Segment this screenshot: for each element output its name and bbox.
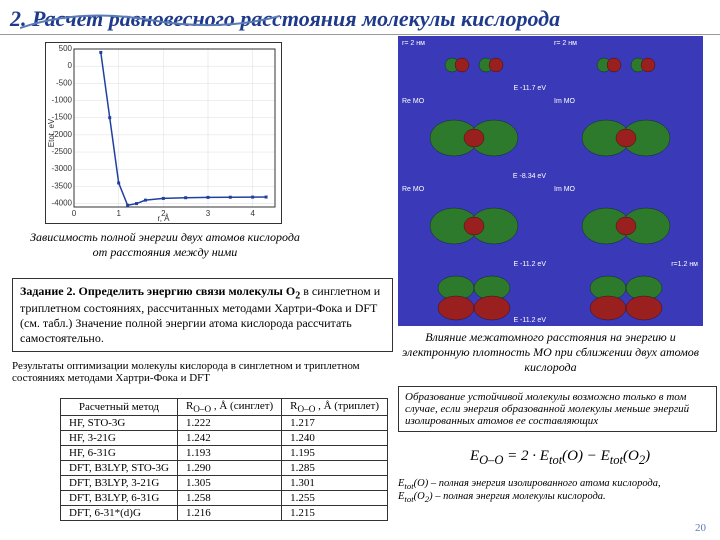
- svg-text:1: 1: [116, 209, 121, 218]
- mo-caption: Влияние межатомного расстояния на энерги…: [398, 330, 703, 375]
- svg-text:E -11.7 eV: E -11.7 eV: [513, 85, 546, 92]
- table-row: HF, 3-21G1.2421.240: [61, 431, 388, 446]
- svg-text:-500: -500: [56, 78, 73, 87]
- energy-chart: 5000-500-1000-1500-2000-2500-3000-3500-4…: [45, 42, 282, 224]
- table-row: HF, 6-31G1.1931.195: [61, 446, 388, 461]
- svg-text:-3000: -3000: [52, 164, 73, 173]
- svg-text:Re MO: Re MO: [402, 98, 425, 105]
- orbital-cell: [550, 270, 702, 326]
- svg-text:Etot, eV: Etot, eV: [47, 118, 56, 147]
- svg-text:r= 2 нм: r= 2 нм: [554, 40, 577, 47]
- svg-text:E -11.2 eV: E -11.2 eV: [513, 261, 546, 268]
- task-box: Задание 2. Определить энергию связи моле…: [12, 278, 393, 352]
- page-number: 20: [695, 522, 706, 534]
- svg-text:E -8.34 eV: E -8.34 eV: [513, 173, 546, 180]
- svg-text:r= 2 нм: r= 2 нм: [402, 40, 425, 47]
- table-row: DFT, B3LYP, STO-3G1.2901.285: [61, 461, 388, 476]
- orbital-panel: r= 2 нм E -11.7 eV r= 2 нм Re MO E -8.34 eV I…: [398, 36, 703, 326]
- svg-text:0: 0: [68, 61, 73, 70]
- table-header: RO–O , Å (синглет): [177, 399, 281, 416]
- table-row: DFT, B3LYP, 3-21G1.3051.301: [61, 476, 388, 491]
- svg-text:3: 3: [206, 209, 211, 218]
- orbital-cell: Im MO r=1.2 нм: [550, 182, 702, 270]
- svg-text:4: 4: [250, 209, 255, 218]
- decorative-curve: [20, 6, 280, 32]
- table-header: RO–O , Å (триплет): [282, 399, 388, 416]
- svg-text:Im MO: Im MO: [554, 186, 576, 193]
- formula: EO–O = 2 · Etot(O) − Etot(O2): [440, 448, 680, 468]
- orbital-cell: Im MO: [550, 94, 702, 182]
- footnote: Etot(O) – полная энергия изолированного …: [398, 478, 703, 504]
- svg-text:-3500: -3500: [52, 181, 73, 190]
- svg-text:Re MO: Re MO: [402, 186, 425, 193]
- table-row: HF, STO-3G1.2221.217: [61, 416, 388, 431]
- orbital-cell: Re MO E -8.34 eV: [398, 94, 550, 182]
- results-text: Результаты оптимизации молекулы кислород…: [12, 360, 377, 384]
- svg-text:Im MO: Im MO: [554, 98, 576, 105]
- svg-text:r=1.2 нм: r=1.2 нм: [671, 261, 698, 268]
- table-row: DFT, B3LYP, 6-31G1.2581.255: [61, 491, 388, 506]
- orbital-cell: Re MO E -11.2 eV: [398, 182, 550, 270]
- orbital-cell: E -11.2 eV: [398, 270, 550, 326]
- svg-text:-1000: -1000: [52, 96, 73, 105]
- table-header: Расчетный метод: [61, 399, 178, 416]
- orbital-cell: r= 2 нм: [550, 36, 702, 94]
- svg-text:-4000: -4000: [52, 199, 73, 208]
- svg-text:-2500: -2500: [52, 147, 73, 156]
- orbital-cell: r= 2 нм E -11.7 eV: [398, 36, 550, 94]
- svg-text:0: 0: [72, 209, 77, 218]
- task-label: Задание 2. Определить энергию связи моле…: [20, 284, 295, 298]
- education-box: Образование устойчивой молекулы возможно…: [398, 386, 717, 432]
- chart-caption: Зависимость полной энергии двух атомов к…: [25, 230, 305, 260]
- table-row: DFT, 6-31*(d)G1.2161.215: [61, 506, 388, 521]
- results-table: Расчетный методRO–O , Å (синглет)RO–O , …: [60, 398, 388, 521]
- svg-text:500: 500: [59, 44, 73, 53]
- svg-text:E -11.2 eV: E -11.2 eV: [513, 317, 546, 324]
- svg-text:r, Å: r, Å: [157, 214, 170, 223]
